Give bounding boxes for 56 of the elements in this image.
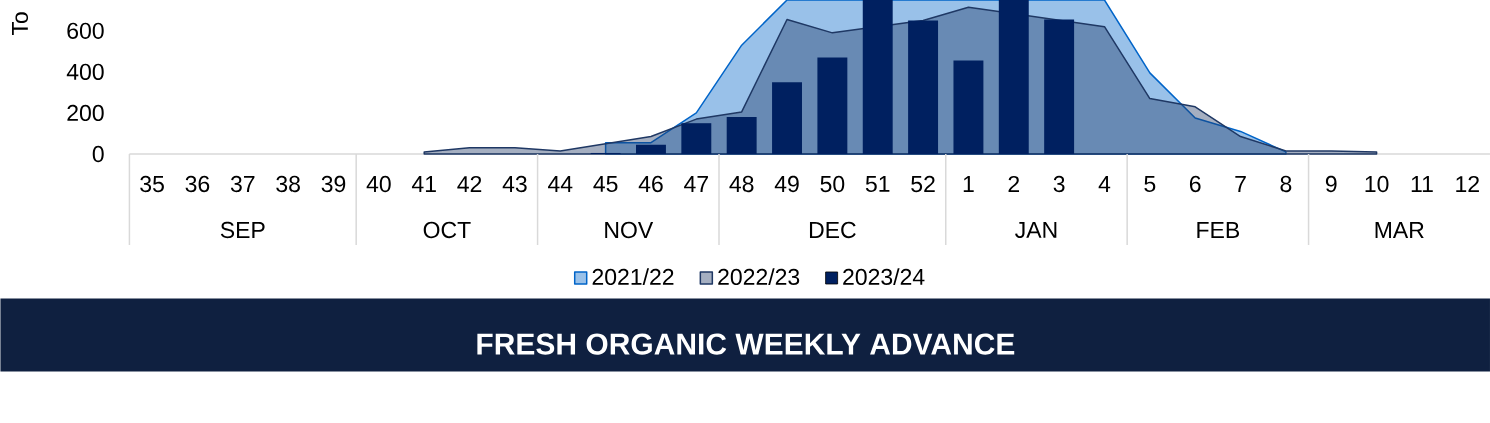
y-tick-label: 600: [67, 22, 104, 39]
y-tick-label: 200: [67, 104, 104, 122]
x-tick-label: 10: [1365, 175, 1389, 193]
y-tick-label: 400: [66, 63, 104, 80]
x-tick-label: 8: [1280, 175, 1292, 193]
legend-label: 2021/22: [592, 268, 674, 286]
x-tick-label: 45: [593, 175, 618, 193]
x-tick-label: 42: [457, 175, 482, 193]
x-tick-label: 38: [276, 175, 300, 193]
bar: [998, 0, 1029, 154]
x-tick-label: 44: [548, 176, 573, 192]
x-tick-label: 11: [1411, 176, 1433, 192]
x-tick-label: 2: [1008, 175, 1020, 193]
x-tick-label: 50: [820, 175, 845, 193]
text: OCT: [423, 221, 471, 239]
text: NOV: [605, 221, 654, 239]
x-tick-label: 12: [1456, 175, 1479, 193]
bar: [953, 60, 984, 154]
y-axis-title: To: [12, 12, 29, 36]
x-tick-label: 49: [774, 175, 799, 193]
x-tick-label: 35: [140, 175, 164, 193]
x-tick-label: 48: [729, 175, 754, 193]
legend-label: 2022/23: [718, 268, 800, 286]
x-tick-label: 46: [638, 175, 663, 193]
bar: [772, 82, 802, 154]
x-tick-label: 3: [1053, 175, 1065, 193]
x-tick-label: 40: [366, 175, 391, 193]
text: JAN: [1015, 221, 1057, 239]
x-tick-label: 52: [911, 175, 935, 193]
text: DEC: [809, 221, 856, 239]
x-tick-label: 5: [1144, 175, 1156, 193]
legend-label: 2023/24: [843, 268, 925, 286]
text: MAR: [1375, 222, 1424, 238]
text: FRESH ORGANIC WEEKLY ADVANCE: [477, 333, 1015, 355]
bar: [908, 20, 939, 154]
x-tick-label: 6: [1189, 175, 1201, 193]
bar: [817, 57, 848, 154]
x-tick-label: 37: [230, 175, 255, 193]
x-tick-label: 7: [1235, 176, 1246, 192]
x-tick-label: 4: [1098, 176, 1111, 192]
x-tick-label: 36: [185, 175, 210, 193]
x-tick-label: 9: [1325, 175, 1337, 193]
y-tick-label: 0: [92, 145, 104, 163]
x-tick-label: 41: [411, 176, 436, 192]
text: FEB: [1197, 222, 1240, 238]
x-tick-label: 43: [502, 175, 527, 193]
bar: [726, 117, 757, 154]
x-tick-label: 51: [865, 175, 890, 193]
bar: [681, 123, 712, 154]
x-tick-label: 1: [963, 176, 974, 192]
text: SEP: [220, 221, 265, 239]
bar: [1044, 19, 1075, 154]
bar: [862, 0, 893, 154]
x-tick-label: 47: [684, 176, 708, 192]
bar: [636, 144, 666, 154]
x-tick-label: 39: [321, 175, 346, 193]
